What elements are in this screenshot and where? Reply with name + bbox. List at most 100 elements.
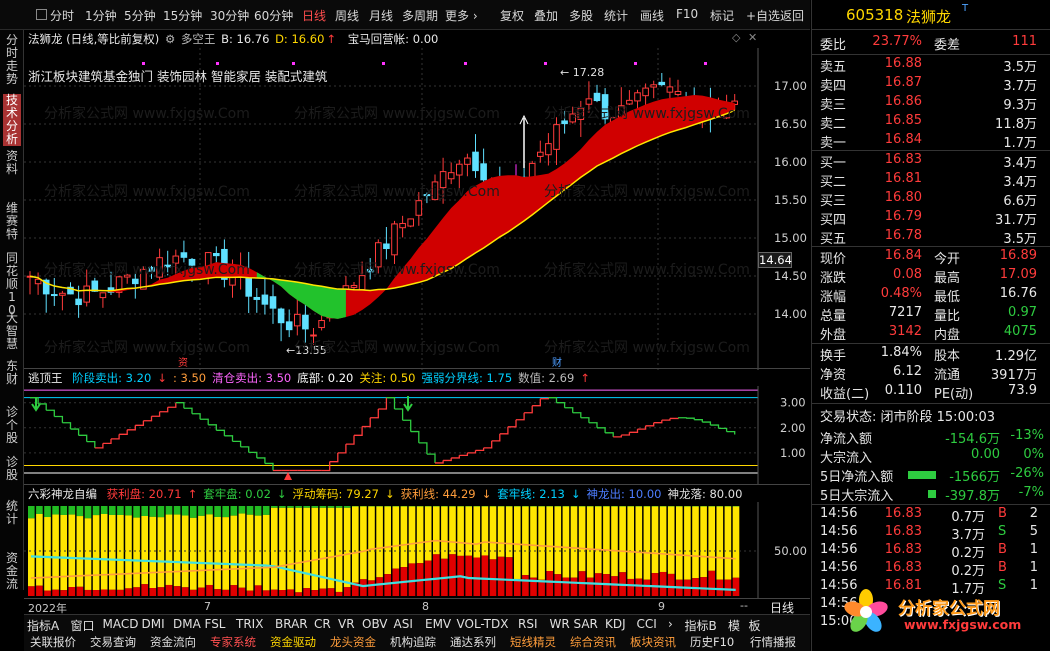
indicator-tab-2[interactable]: MACD bbox=[102, 617, 139, 631]
function-tab-0[interactable]: 关联报价 bbox=[30, 635, 76, 649]
toolbar-item-8[interactable]: 月线 bbox=[369, 9, 394, 23]
left-tab-7[interactable]: 诊个股 bbox=[5, 405, 18, 445]
toolbar-right-item-3[interactable]: 统计 bbox=[604, 9, 629, 23]
left-tab-5[interactable]: 大智慧 bbox=[5, 311, 18, 351]
bid-row-2: 买三 16.80 6.6万 bbox=[812, 190, 1050, 209]
tick-volume: 3.7万 bbox=[951, 528, 985, 543]
stat2-label-2: 股本 bbox=[934, 349, 961, 364]
ind2-name[interactable]: 六彩神龙自编 bbox=[28, 487, 97, 501]
function-tab-7[interactable]: 通达系列 bbox=[450, 635, 496, 649]
period-label[interactable]: 日线 bbox=[770, 601, 795, 615]
indicator-tab-18[interactable]: CCI bbox=[636, 617, 657, 631]
indicator-tab-7[interactable]: BRAR bbox=[275, 617, 308, 631]
indicator-tab-3[interactable]: DMI bbox=[141, 617, 165, 631]
indicator-tab-15[interactable]: WR bbox=[549, 617, 570, 631]
flow-value: -154.6万 bbox=[945, 432, 1000, 447]
function-tab-9[interactable]: 综合资讯 bbox=[570, 635, 616, 649]
tick-volume: 0.7万 bbox=[951, 510, 985, 525]
toolbar-item-0[interactable]: 分时 bbox=[50, 9, 75, 23]
indicator-tab-5[interactable]: FSL bbox=[204, 617, 226, 631]
panel-close-icon[interactable]: ✕ bbox=[748, 31, 758, 44]
main-candlestick-chart[interactable]: 17.00 16.50 16.00 15.50 15.00 14.50 14.00 ← 17.… bbox=[24, 48, 810, 370]
function-tab-4[interactable]: 资金驱动 bbox=[270, 635, 316, 649]
left-tab-2[interactable]: 资料 bbox=[5, 149, 18, 176]
function-tab-10[interactable]: 板块资讯 bbox=[630, 635, 676, 649]
left-tab-8[interactable]: 诊股 bbox=[5, 455, 18, 482]
toolbar-item-1[interactable]: 1分钟 bbox=[85, 9, 117, 23]
function-tab-3[interactable]: 专家系统 bbox=[210, 635, 256, 649]
stat2-row-2: 收益(二) 0.110 PE(动) 73.9 bbox=[812, 383, 1050, 402]
left-tab-10[interactable]: 资金流 bbox=[5, 551, 18, 591]
candle-body bbox=[415, 200, 423, 216]
indicator-tab-17[interactable]: KDJ bbox=[605, 617, 626, 631]
toolbar-right-item-2[interactable]: 多股 bbox=[569, 9, 594, 23]
stat-value: 0.08 bbox=[893, 267, 922, 282]
toolbar-item-9[interactable]: 多周期 bbox=[402, 9, 439, 23]
indicator-tab-4[interactable]: DMA bbox=[173, 617, 201, 631]
indicator-tab-22[interactable]: 板 bbox=[748, 619, 761, 633]
x-label-sep: 9 bbox=[658, 600, 665, 613]
indicator-tab-1[interactable]: 窗口 bbox=[70, 619, 95, 633]
indicator-tab-19[interactable]: › bbox=[668, 617, 673, 631]
left-tab-6[interactable]: 东财 bbox=[5, 359, 18, 386]
indicator-tab-12[interactable]: EMV bbox=[425, 617, 452, 631]
function-tab-8[interactable]: 短线精灵 bbox=[510, 635, 556, 649]
ind1-item-1: ↓ bbox=[157, 371, 167, 385]
toolbar-right-item-8[interactable]: 返回 bbox=[780, 9, 805, 23]
left-tab-3[interactable]: 维赛特 bbox=[5, 201, 18, 241]
function-tab-12[interactable]: 行情播报 bbox=[750, 635, 796, 649]
toolbar-right-item-7[interactable]: +自选 bbox=[746, 9, 781, 23]
stat2-value-2: 1.29亿 bbox=[995, 349, 1037, 364]
toolbar-right-item-0[interactable]: 复权 bbox=[500, 9, 525, 23]
ask-label: 卖三 bbox=[820, 98, 847, 113]
ind2-chart[interactable]: 50.00 bbox=[24, 502, 810, 598]
left-tab-9[interactable]: 统计 bbox=[5, 499, 18, 526]
toolbar-item-5[interactable]: 60分钟 bbox=[254, 9, 294, 23]
indicator-tab-11[interactable]: ASI bbox=[393, 617, 413, 631]
indicator-tab-13[interactable]: VOL-TDX bbox=[456, 617, 509, 631]
indicator-tab-0[interactable]: 指标A bbox=[27, 619, 60, 633]
indicator-tab-14[interactable]: RSI bbox=[518, 617, 538, 631]
candle-body bbox=[318, 320, 325, 329]
indicator-name[interactable]: 多空王 bbox=[180, 32, 216, 46]
function-tab-2[interactable]: 资金流向 bbox=[150, 635, 196, 649]
indicator-tab-9[interactable]: VR bbox=[338, 617, 355, 631]
ind1-name[interactable]: 逃顶王 bbox=[28, 371, 63, 385]
bid-volume: 3.4万 bbox=[1003, 156, 1037, 171]
toolbar-right-item-6[interactable]: 标记 bbox=[710, 9, 735, 23]
indicator-tab-6[interactable]: TRIX bbox=[236, 617, 264, 631]
ask-label: 卖二 bbox=[820, 117, 847, 132]
indicator-tab-16[interactable]: SAR bbox=[573, 617, 598, 631]
toolbar-item-3[interactable]: 15分钟 bbox=[163, 9, 203, 23]
layout-toggle-icon[interactable] bbox=[36, 9, 47, 20]
svg-text:分析家公式网 www.fxjgsw.Com: 分析家公式网 www.fxjgsw.Com bbox=[294, 261, 500, 278]
toolbar-item-6[interactable]: 日线 bbox=[302, 9, 327, 23]
ind1-chart[interactable]: 3.00 2.00 1.00 bbox=[24, 386, 810, 484]
toolbar-right-item-5[interactable]: F10 bbox=[676, 7, 699, 21]
left-tab-0[interactable]: 分时走势 bbox=[5, 33, 18, 86]
ask-price: 16.87 bbox=[884, 75, 922, 90]
toolbar-item-2[interactable]: 5分钟 bbox=[124, 9, 156, 23]
function-tab-6[interactable]: 机构追踪 bbox=[390, 635, 436, 649]
toolbar-item-4[interactable]: 30分钟 bbox=[210, 9, 250, 23]
candle-body bbox=[75, 298, 82, 306]
bid-label: 买五 bbox=[820, 232, 847, 247]
indicator-tab-10[interactable]: OBV bbox=[362, 617, 388, 631]
scroll-indicator[interactable]: -- bbox=[740, 599, 748, 612]
left-tab-1[interactable]: 技术分析 bbox=[3, 94, 21, 146]
settings-icon[interactable]: ⚙ bbox=[164, 32, 176, 46]
toolbar-right-item-4[interactable]: 画线 bbox=[640, 9, 665, 23]
toolbar-right-item-1[interactable]: 叠加 bbox=[534, 9, 559, 23]
tick-time: 15:00 bbox=[820, 614, 858, 629]
panel-up-icon[interactable]: ◇ bbox=[732, 31, 741, 44]
indicator-tab-20[interactable]: 指标B bbox=[684, 619, 717, 633]
function-tab-5[interactable]: 龙头资金 bbox=[330, 635, 376, 649]
function-tab-1[interactable]: 交易查询 bbox=[90, 635, 136, 649]
toolbar-item-7[interactable]: 周线 bbox=[335, 9, 360, 23]
flow-pct: -13% bbox=[1010, 428, 1044, 443]
indicator-tab-21[interactable]: 模 bbox=[728, 619, 741, 633]
function-tab-11[interactable]: 历史F10 bbox=[690, 635, 735, 649]
toolbar-item-10[interactable]: 更多 › bbox=[445, 9, 478, 23]
indicator-tab-8[interactable]: CR bbox=[314, 617, 331, 631]
